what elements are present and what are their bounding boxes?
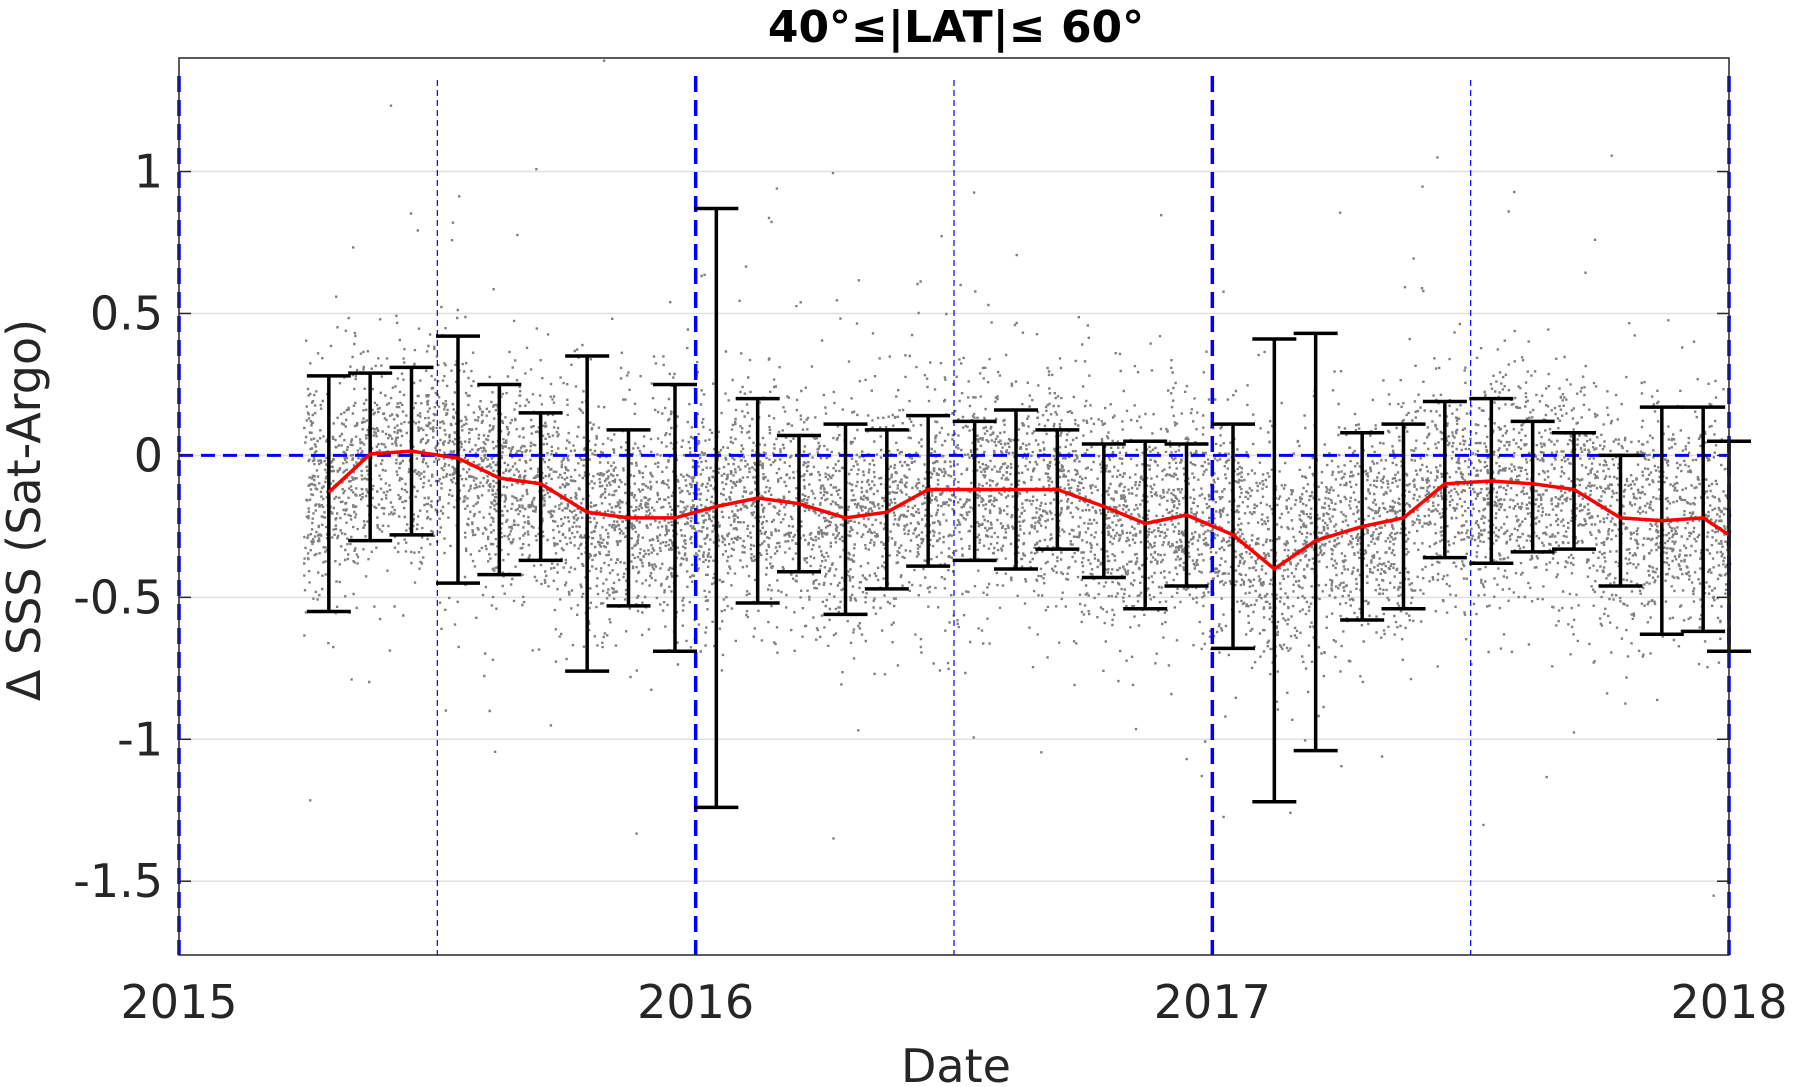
x-tick-label: 2016 <box>637 975 754 1029</box>
y-axis-title: Δ SSS (Sat-Argo) <box>0 319 51 701</box>
y-tick-label: -1 <box>117 712 163 766</box>
y-tick-label: 0.5 <box>90 286 163 340</box>
y-tick-labels: 1 0.5 0 -0.5 -1 -1.5 <box>73 145 163 909</box>
plot-area-border <box>178 57 1730 956</box>
error-bar <box>1510 419 1555 554</box>
x-tick-labels: 2015 2016 2017 2018 <box>120 975 1787 1029</box>
x-axis-title: Date <box>901 1039 1011 1087</box>
mean-series-line <box>327 449 1730 572</box>
axes-box <box>178 57 1730 956</box>
mean-line <box>327 449 1730 572</box>
error-bar <box>306 374 351 614</box>
error-bar <box>1422 399 1467 560</box>
x-tick-label: 2017 <box>1154 975 1271 1029</box>
y-tick-label: 0 <box>134 428 163 482</box>
chart-title: 40°≤|LAT|≤ 60° <box>768 2 1144 53</box>
y-tick-label: 1 <box>134 145 163 199</box>
error-bar <box>1081 442 1126 580</box>
x-tick-label: 2018 <box>1670 975 1787 1029</box>
y-tick-label: -0.5 <box>73 570 163 624</box>
y-tick-label: -1.5 <box>73 854 163 908</box>
error-bar <box>1598 453 1643 588</box>
x-tick-label: 2015 <box>120 975 237 1029</box>
error-bar <box>735 396 780 605</box>
error-bar <box>348 371 393 543</box>
error-bar <box>518 411 563 563</box>
error-bar <box>864 428 909 591</box>
